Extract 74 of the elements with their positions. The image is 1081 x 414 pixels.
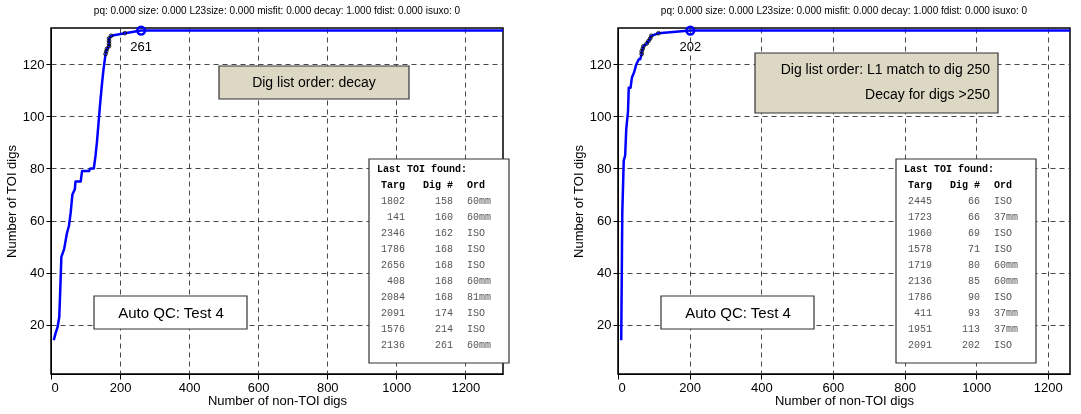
text: 2091 174 ISO bbox=[380, 308, 486, 319]
text: 2656 168 ISO bbox=[380, 260, 486, 271]
text: 1786 168 ISO bbox=[380, 244, 486, 255]
point bbox=[649, 33, 654, 39]
y-axis-title: Number of TOI digs bbox=[570, 144, 586, 258]
text: 2445 66 ISO bbox=[907, 196, 1013, 207]
text: Targ Dig # Ord bbox=[907, 180, 1013, 191]
text: 1578 71 ISO bbox=[907, 244, 1013, 255]
annotation: Dig list order: L1 match to dig 250 Decay for digs >250 bbox=[780, 61, 991, 102]
y-tick-label: 120 bbox=[22, 56, 45, 72]
text: 1723 66 37mm bbox=[907, 212, 1019, 223]
text: 1960 69 ISO bbox=[907, 228, 1013, 239]
point bbox=[641, 43, 646, 49]
point bbox=[646, 38, 651, 44]
x-axis-title: Number of non-TOI digs bbox=[207, 392, 348, 408]
y-tick-label: 20 bbox=[30, 317, 45, 333]
x-tick-label: 800 bbox=[316, 379, 339, 395]
y-axis-title: Number of TOI digs bbox=[3, 144, 19, 258]
annotation: Last TOI found: bbox=[904, 164, 995, 175]
point bbox=[103, 49, 109, 54]
text: 2136 261 60mm bbox=[380, 340, 492, 351]
y-tick-label: 60 bbox=[597, 213, 612, 229]
chart-title: pq: 0.000 size: 0.000 L23size: 0.000 misfit: 0.000 decay: 1.000 fdist: 0.000 isuxo: 0 bbox=[93, 4, 461, 16]
x-tick-label: 200 bbox=[679, 379, 701, 395]
x-tick-label: 1000 bbox=[382, 379, 412, 395]
annotation: Auto QC: Test 4 bbox=[118, 304, 224, 321]
text: 1576 214 ISO bbox=[380, 324, 486, 335]
x-tick-label: 0 bbox=[618, 379, 626, 395]
x-tick-label: 600 bbox=[247, 379, 270, 395]
annotation: Dig list order: decay bbox=[252, 74, 376, 90]
y-tick-label: 40 bbox=[30, 265, 45, 281]
x-tick-label: 200 bbox=[109, 379, 132, 395]
text: 408 168 60mm bbox=[386, 276, 492, 287]
point bbox=[685, 25, 696, 36]
text: 1951 113 37mm bbox=[907, 324, 1019, 335]
line-series bbox=[52, 29, 505, 342]
x-axis-title: Number of non-TOI digs bbox=[774, 392, 915, 408]
text: 2346 162 ISO bbox=[380, 228, 486, 239]
y-tick-label: 100 bbox=[589, 108, 612, 124]
x-tick-label: 600 bbox=[822, 379, 845, 395]
y-tick-label: 60 bbox=[30, 213, 45, 229]
y-tick-label: 120 bbox=[589, 56, 612, 72]
y-tick-label: 40 bbox=[597, 265, 612, 281]
line-series bbox=[619, 29, 1072, 342]
text: 1719 80 60mm bbox=[907, 260, 1019, 271]
text: 1786 90 ISO bbox=[907, 292, 1013, 303]
x-tick-label: 1200 bbox=[1033, 379, 1063, 395]
annotation: 202 bbox=[679, 38, 702, 54]
y-tick-label: 80 bbox=[597, 160, 612, 176]
text: Targ Dig # Ord bbox=[380, 180, 486, 191]
annotation: 261 bbox=[130, 38, 152, 54]
y-tick-label: 100 bbox=[22, 108, 45, 124]
annotation: Last TOI found: bbox=[377, 164, 468, 175]
y-tick-label: 80 bbox=[30, 160, 45, 176]
x-tick-label: 400 bbox=[178, 379, 201, 395]
x-tick-label: 0 bbox=[51, 379, 59, 395]
x-tick-label: 1000 bbox=[962, 379, 992, 395]
text: 141 160 60mm bbox=[386, 212, 492, 223]
annotation: Auto QC: Test 4 bbox=[685, 304, 791, 321]
text: 2091 202 ISO bbox=[907, 340, 1013, 351]
x-tick-label: 1200 bbox=[451, 379, 481, 395]
y-tick-label: 20 bbox=[597, 317, 612, 333]
chart-title: pq: 0.000 size: 0.000 L23size: 0.000 misfit: 0.000 decay: 1.000 fdist: 0.000 isuxo: 0 bbox=[660, 4, 1028, 16]
text: 1802 158 60mm bbox=[380, 196, 492, 207]
x-tick-label: 400 bbox=[750, 379, 773, 395]
point bbox=[656, 30, 661, 36]
x-tick-label: 800 bbox=[894, 379, 916, 395]
point bbox=[647, 36, 653, 41]
point bbox=[639, 51, 644, 57]
point bbox=[136, 25, 147, 36]
point bbox=[122, 30, 128, 36]
text: 2136 85 60mm bbox=[907, 276, 1019, 287]
text: 2084 168 81mm bbox=[380, 292, 492, 303]
text: 411 93 37mm bbox=[913, 308, 1019, 319]
